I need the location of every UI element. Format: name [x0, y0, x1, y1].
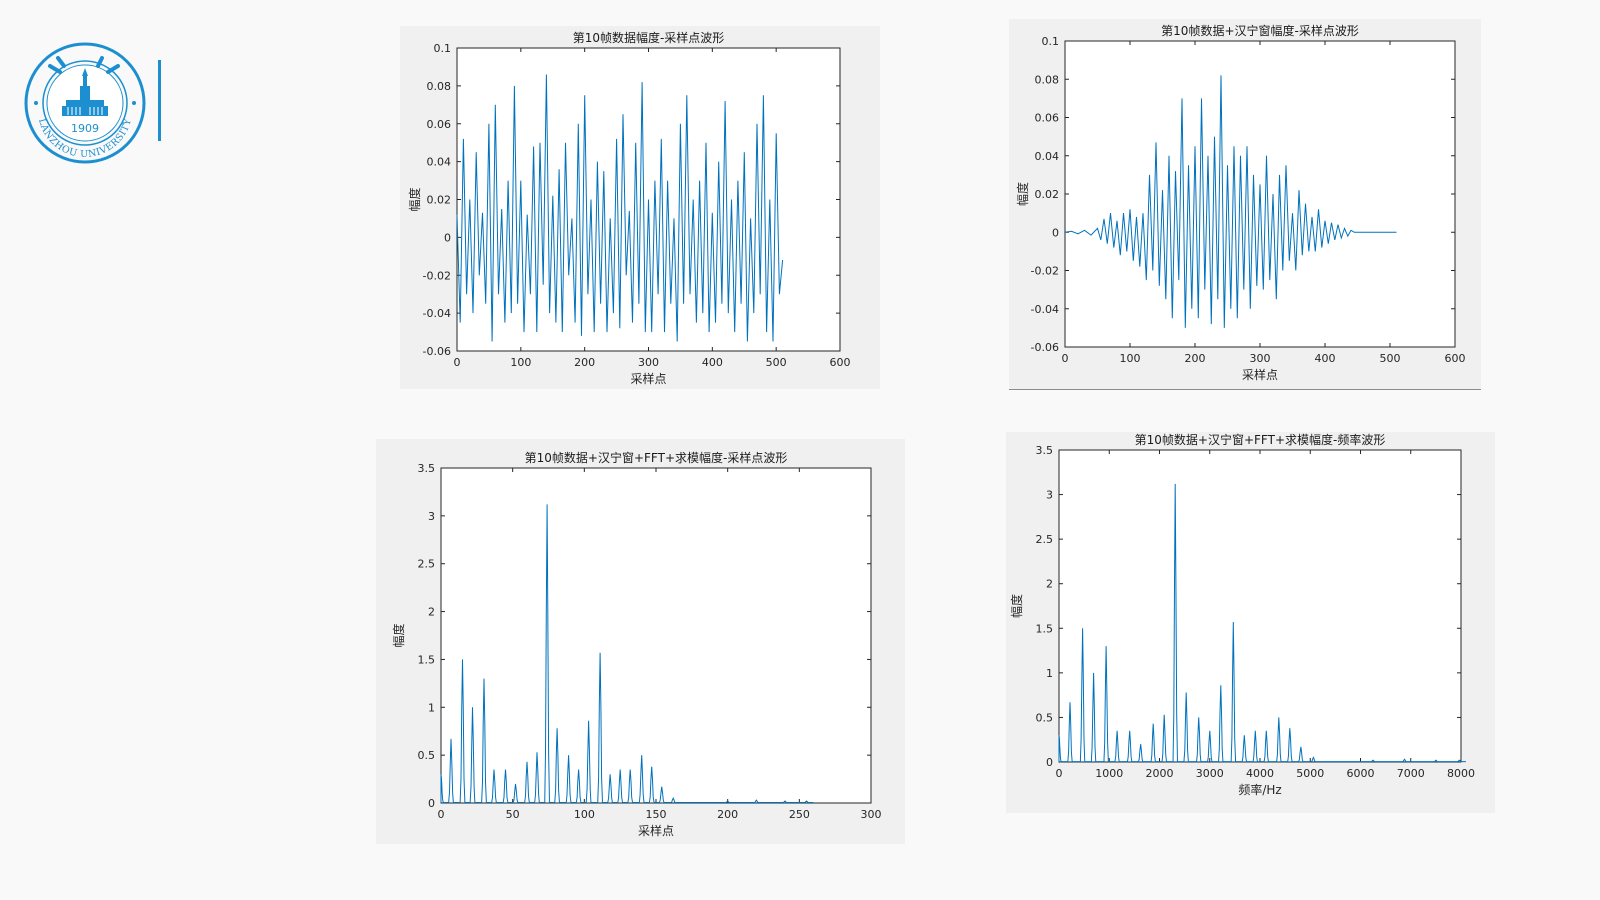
chart-title: 第10帧数据幅度-采样点波形: [573, 30, 725, 45]
x-tick-label: 50: [506, 808, 520, 821]
x-tick-label: 7000: [1397, 767, 1425, 780]
chart-title: 第10帧数据+汉宁窗幅度-采样点波形: [1161, 23, 1359, 38]
y-tick-label: -0.06: [1031, 341, 1059, 354]
y-tick-label: 0.08: [1035, 73, 1060, 86]
chart-panel-fft-frequency: 第10帧数据+汉宁窗+FFT+求模幅度-频率波形 0 1000 2000 3000 400…: [1006, 432, 1495, 813]
x-tick-label: 0: [1062, 352, 1069, 365]
x-tick-label: 600: [1445, 352, 1466, 365]
logo-year: 1909: [71, 122, 99, 135]
y-tick-label: -0.02: [423, 269, 451, 282]
y-tick-label: 3: [1046, 489, 1053, 502]
logo-divider: [158, 60, 161, 141]
x-axis-label: 频率/Hz: [1238, 782, 1281, 797]
y-tick-label: -0.06: [423, 345, 451, 358]
y-tick-label: 1.5: [418, 653, 436, 666]
x-tick-label: 200: [717, 808, 738, 821]
y-tick-label: 1.5: [1036, 622, 1054, 635]
y-tick-label: -0.04: [1031, 303, 1059, 316]
x-tick-label: 5000: [1296, 767, 1324, 780]
x-tick-label: 250: [789, 808, 810, 821]
y-tick-label: 3.5: [418, 462, 436, 475]
series-line: [440, 504, 814, 803]
x-tick-label: 100: [1120, 352, 1141, 365]
chart-title: 第10帧数据+汉宁窗+FFT+求模幅度-频率波形: [1135, 432, 1386, 447]
y-tick-label: 2: [1046, 578, 1053, 591]
y-tick-label: 3.5: [1036, 444, 1054, 457]
y-tick-label: 0.08: [427, 80, 452, 93]
x-axis-label: 采样点: [1242, 367, 1278, 382]
x-tick-label: 500: [766, 356, 787, 369]
series-line: [456, 74, 784, 342]
x-tick-label: 600: [830, 356, 851, 369]
x-tick-label: 0: [438, 808, 445, 821]
y-tick-label: 0: [444, 231, 451, 244]
x-tick-label: 300: [1250, 352, 1271, 365]
x-tick-label: 1000: [1095, 767, 1123, 780]
y-axis-label: 幅度: [391, 623, 406, 647]
x-tick-label: 0: [454, 356, 461, 369]
y-tick-label: 0.06: [1035, 112, 1060, 125]
x-tick-label: 150: [646, 808, 667, 821]
chart-title: 第10帧数据+汉宁窗+FFT+求模幅度-采样点波形: [525, 450, 788, 465]
university-logo: 1909 LANZHOU UNIVERSITY: [24, 42, 146, 164]
x-tick-label: 300: [638, 356, 659, 369]
y-tick-label: 3: [428, 510, 435, 523]
chart-frame-waveform: 第10帧数据幅度-采样点波形 0 100 200 300 400 500 600 -0.06 -0…: [407, 30, 851, 386]
y-axis-label: 幅度: [1009, 594, 1024, 618]
y-tick-label: 0.5: [418, 749, 436, 762]
y-tick-label: 0.5: [1036, 711, 1054, 724]
x-axis-label: 采样点: [630, 371, 666, 386]
chart-fft-samples: 第10帧数据+汉宁窗+FFT+求模幅度-采样点波形 0 50 100 150 200 250…: [391, 450, 882, 838]
chart-panel-fft-samples: 第10帧数据+汉宁窗+FFT+求模幅度-采样点波形 0 50 100 150 200 250…: [376, 439, 905, 844]
x-axis-label: 采样点: [638, 823, 674, 838]
x-tick-label: 200: [1185, 352, 1206, 365]
x-tick-label: 100: [510, 356, 531, 369]
x-tick-label: 2000: [1146, 767, 1174, 780]
y-tick-label: 1: [428, 701, 435, 714]
y-axis-label: 幅度: [407, 187, 422, 211]
x-tick-label: 400: [702, 356, 723, 369]
plot-area: [440, 467, 872, 804]
y-tick-label: 1: [1046, 667, 1053, 680]
x-tick-label: 6000: [1347, 767, 1375, 780]
chart-panel-hanning-waveform: 第10帧数据+汉宁窗幅度-采样点波形 0 100 200 300 400 500 600 -0.…: [1009, 19, 1481, 390]
y-tick-label: 2.5: [418, 558, 436, 571]
chart-fft-frequency: 第10帧数据+汉宁窗+FFT+求模幅度-频率波形 0 1000 2000 3000 400…: [1009, 432, 1475, 797]
y-tick-label: 0.02: [1035, 188, 1060, 201]
y-tick-label: 0: [1052, 226, 1059, 239]
series-line: [1064, 75, 1397, 328]
plot-area: [1058, 449, 1462, 763]
chart-hanning-waveform: 第10帧数据+汉宁窗幅度-采样点波形 0 100 200 300 400 500 600 -0.…: [1015, 23, 1466, 382]
series-line: [1058, 483, 1466, 763]
x-tick-label: 300: [861, 808, 882, 821]
x-tick-label: 4000: [1246, 767, 1274, 780]
y-tick-label: 0: [1046, 756, 1053, 769]
y-axis-label: 幅度: [1015, 182, 1030, 206]
y-tick-label: 2: [428, 606, 435, 619]
x-tick-label: 8000: [1447, 767, 1475, 780]
chart-panel-frame-waveform: 第10帧数据幅度-采样点波形 0 100 200 300 400 500 600 -0.06 -0…: [400, 26, 880, 389]
x-tick-label: 3000: [1196, 767, 1224, 780]
x-tick-label: 100: [574, 808, 595, 821]
x-tick-label: 0: [1056, 767, 1063, 780]
y-tick-label: 0: [428, 797, 435, 810]
y-tick-label: 0.1: [1042, 35, 1060, 48]
x-tick-label: 200: [574, 356, 595, 369]
x-tick-label: 400: [1315, 352, 1336, 365]
y-tick-label: 0.02: [427, 194, 452, 207]
y-tick-label: 0.06: [427, 118, 452, 131]
y-tick-label: 0.04: [427, 156, 452, 169]
y-tick-label: -0.02: [1031, 265, 1059, 278]
y-tick-label: 0.1: [434, 42, 452, 55]
y-tick-label: 0.04: [1035, 150, 1060, 163]
y-tick-label: -0.04: [423, 307, 451, 320]
x-tick-label: 500: [1380, 352, 1401, 365]
y-tick-label: 2.5: [1036, 533, 1054, 546]
